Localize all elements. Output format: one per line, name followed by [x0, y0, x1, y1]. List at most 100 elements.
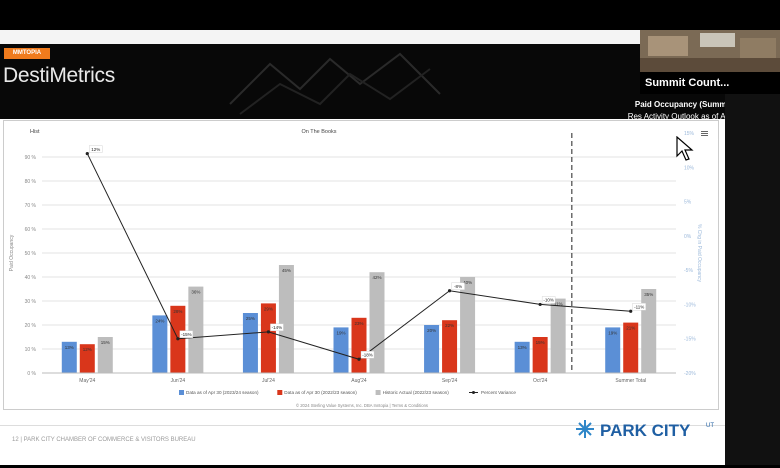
bar-label: 36% [191, 290, 200, 295]
bar-label: 29% [264, 306, 273, 311]
bar-1 [532, 337, 548, 373]
legend-swatch-1 [277, 390, 283, 395]
occupancy-chart: 0 % 10 % 20 % 30 % 40 % 50 % 60 % 70 % 80 % 90 % 1… [9, 129, 708, 408]
y2-tick-label: -5% [684, 268, 693, 274]
y-tick-label: 0 % [27, 371, 36, 377]
bar-label: 13% [65, 345, 74, 350]
y2-axis-label: % Chg in Paid Occupancy [696, 224, 702, 283]
footer-divider [0, 425, 725, 426]
bar-2 [278, 265, 294, 373]
bar-0 [152, 315, 168, 373]
variance-label: -11% [634, 304, 644, 309]
bar-label: 40% [463, 280, 472, 285]
variance-label-box [541, 296, 556, 304]
park-city-logo: PARK CITY UT [573, 415, 723, 443]
top-black-bar [0, 0, 780, 30]
bar-1 [79, 344, 95, 373]
bar-label: 31% [554, 302, 563, 307]
bar-0 [424, 325, 440, 373]
variance-point [447, 289, 452, 293]
variance-label: -14% [272, 325, 283, 330]
variance-label-box [179, 330, 194, 338]
chart-title-prefix: Hist [30, 129, 40, 135]
y-axis-label: Paid Occupancy [9, 234, 15, 271]
variance-point [357, 357, 361, 361]
bar-0 [242, 313, 258, 373]
variance-label: -10% [543, 298, 554, 303]
bar-label: 28% [173, 309, 182, 314]
variance-label: -15% [181, 332, 192, 337]
bar-label: 15% [536, 340, 545, 345]
bar-2 [369, 272, 385, 373]
variance-label: -18% [362, 352, 373, 357]
bar-label: 45% [282, 268, 291, 273]
bar-label: 13% [518, 345, 527, 350]
legend-swatch-2 [375, 390, 381, 395]
y-tick-label: 30 % [25, 299, 37, 305]
variance-label: 12% [91, 147, 100, 152]
bar-2 [641, 289, 657, 373]
bar-label: 25% [246, 316, 255, 321]
slide-header [0, 44, 725, 119]
menu-icon [701, 131, 708, 132]
bar-0 [61, 341, 77, 373]
bar-1 [442, 320, 458, 373]
menu-icon [701, 133, 708, 134]
bar-2 [188, 286, 204, 373]
participant-video[interactable] [640, 30, 780, 72]
bar-0 [514, 341, 530, 373]
y-tick-label: 40 % [25, 275, 37, 281]
bar-label: 21% [626, 326, 635, 331]
park-city-text: PARK CITY [600, 421, 691, 440]
mouse-cursor-icon [676, 135, 694, 167]
y-tick-label: 80 % [25, 179, 37, 185]
bar-label: 23% [354, 321, 363, 326]
chart-title: On The Books [301, 129, 336, 135]
bar-label: 42% [372, 275, 381, 280]
x-tick-label: Jun'24 [171, 378, 186, 384]
slide-title-line3: Res Activity Outlook as of Apr 30, 2024 [627, 112, 766, 121]
bar-2 [97, 337, 113, 373]
y-tick-label: 50 % [25, 251, 37, 257]
slide-top-strip [0, 30, 640, 46]
bar-label: 19% [608, 330, 617, 335]
legend-label-0: Data as of Apr 30 (2023/24 season) [186, 390, 259, 395]
y2-tick-label: 5% [684, 200, 692, 206]
legend-label-line: Percent Variance [481, 390, 516, 395]
chart-panel: 0 % 10 % 20 % 30 % 40 % 50 % 60 % 70 % 80 % 90 % 1… [3, 120, 719, 410]
y2-tick-label: 10% [684, 165, 695, 171]
bar-1 [260, 303, 276, 373]
bar-label: 35% [644, 292, 653, 297]
video-sidebar [725, 94, 780, 465]
header-decoration [229, 52, 441, 115]
y2-tick-label: 15% [684, 131, 695, 137]
x-tick-label: Oct'24 [533, 378, 548, 384]
park-city-suffix: UT [706, 423, 714, 429]
inntopia-tag: MMTOPIA [4, 48, 50, 59]
x-tick-label: Jul'24 [262, 378, 275, 384]
x-tick-label: Sep'24 [442, 378, 458, 384]
bar-0 [333, 327, 349, 373]
bar-1 [623, 322, 639, 373]
y-tick-label: 10 % [25, 347, 37, 353]
participant-name: Summit Count... [640, 72, 780, 94]
y2-tick-label: -15% [684, 337, 696, 343]
variance-label-box [451, 282, 465, 290]
destimetrics-logo: DestiMetrics [3, 64, 115, 87]
variance-label-box [632, 303, 646, 311]
y2-tick-label: 0% [684, 234, 692, 240]
zoom-watermark: zoom [618, 424, 717, 467]
bar-label: 12% [83, 347, 92, 352]
bar-2 [460, 277, 476, 373]
variance-point [266, 330, 271, 334]
variance-label: -8% [454, 284, 462, 289]
x-tick-label: Summer Total [615, 378, 646, 384]
variance-label-box [270, 323, 284, 332]
y-tick-label: 60 % [25, 227, 37, 233]
variance-point [629, 309, 633, 313]
x-tick-label: May'24 [79, 378, 95, 384]
y-tick-label: 90 % [25, 155, 37, 161]
bar-label: 20% [427, 328, 436, 333]
slide-title-line2: Paid Occupancy (Summer-to-date) [634, 100, 766, 109]
bar-label: 24% [155, 318, 164, 323]
